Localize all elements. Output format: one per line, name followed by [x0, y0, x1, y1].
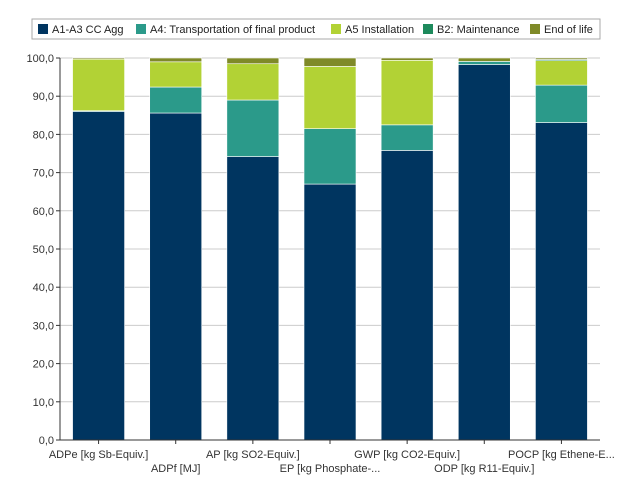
axes	[56, 57, 600, 444]
bar-stack	[303, 57, 357, 441]
bar-segment	[149, 86, 203, 114]
y-tick-label: 80,0	[33, 129, 54, 141]
y-tick-label: 0,0	[39, 435, 54, 447]
bar-segment	[226, 99, 280, 157]
y-tick-label: 20,0	[33, 359, 54, 371]
x-tick-label: ADPe [kg Sb-Equiv.]	[49, 449, 148, 461]
bar-segment	[72, 58, 125, 112]
y-tick-label: 50,0	[33, 244, 54, 256]
legend-label: End of life	[544, 24, 593, 36]
y-tick-label: 10,0	[33, 397, 54, 409]
bar-stack	[535, 57, 588, 441]
bar-stack	[226, 57, 280, 441]
bar-segment	[303, 57, 357, 67]
bar-segment	[303, 183, 357, 441]
x-tick-label: EP [kg Phosphate-...	[280, 463, 381, 475]
bar-stack	[457, 57, 511, 441]
bar-segment	[380, 150, 434, 441]
bar-segment	[72, 111, 125, 441]
bar-segment	[226, 57, 280, 65]
bar-segment	[149, 61, 203, 88]
legend-item: End of life	[530, 24, 593, 36]
bar-segment	[72, 57, 125, 60]
legend-item: A4: Transportation of final product	[136, 24, 315, 36]
legend-swatch	[38, 24, 48, 34]
y-tick-label: 30,0	[33, 320, 54, 332]
legend-label: A1-A3 CC Agg	[52, 24, 124, 36]
bar-segment	[380, 59, 434, 126]
x-tick-label: ODP [kg R11-Equiv.]	[434, 463, 534, 475]
bar-segment	[149, 112, 203, 441]
y-tick-labels: 0,0 10,0 20,0 30,0 40,0 50,0 60,0 70,0 80,0 90,0 1…	[26, 53, 54, 447]
legend-label: A5 Installation	[345, 24, 414, 36]
y-tick-label: 40,0	[33, 282, 54, 294]
bar-segment	[535, 84, 588, 123]
bar-segment	[457, 57, 511, 62]
legend-swatch	[530, 24, 540, 34]
bar-segment	[535, 57, 588, 60]
legend-swatch	[423, 24, 433, 34]
legend: A1-A3 CC Agg A4: Transportation of final …	[31, 18, 601, 40]
bar-segment	[380, 124, 434, 151]
y-tick-label: 90,0	[33, 91, 54, 103]
y-tick-label: 70,0	[33, 168, 54, 180]
x-tick-labels: ADPe [kg Sb-Equiv.]ADPf [MJ] AP [kg SO2-E…	[49, 449, 615, 475]
bar-segment	[380, 57, 434, 61]
y-tick-label: 100,0	[26, 53, 54, 65]
legend-box	[31, 18, 601, 40]
bar-segment	[226, 156, 280, 441]
x-tick-label: ADPf [MJ]	[151, 463, 201, 475]
legend-swatch	[331, 24, 341, 34]
x-tick-label: GWP [kg CO2-Equiv.]	[354, 449, 460, 461]
legend-item: A5 Installation	[331, 24, 414, 36]
legend-item: B2: Maintenance	[423, 24, 520, 36]
legend-swatch	[136, 24, 146, 34]
x-tick-label: AP [kg SO2-Equiv.]	[206, 449, 300, 461]
bar-stack	[380, 57, 434, 441]
bars	[72, 57, 588, 441]
bar-stack	[72, 57, 125, 441]
bar-segment	[303, 128, 357, 185]
legend-label: A4: Transportation of final product	[150, 24, 315, 36]
bar-segment	[149, 57, 203, 63]
bar-segment	[457, 61, 511, 65]
bar-segment	[226, 63, 280, 101]
x-tick-label: POCP [kg Ethene-E...	[508, 449, 615, 461]
bar-segment	[535, 122, 588, 441]
legend-item: A1-A3 CC Agg	[38, 24, 124, 36]
bar-segment	[457, 64, 511, 441]
y-tick-label: 60,0	[33, 206, 54, 218]
bar-segment	[303, 66, 357, 129]
legend-label: B2: Maintenance	[437, 24, 520, 36]
bar-segment	[535, 60, 588, 86]
bar-stack	[149, 57, 203, 441]
